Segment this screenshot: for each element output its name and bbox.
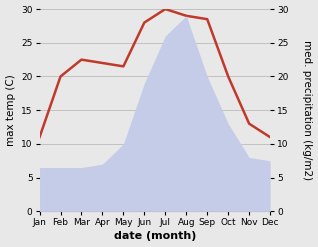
X-axis label: date (month): date (month): [114, 231, 196, 242]
Y-axis label: max temp (C): max temp (C): [5, 74, 16, 146]
Y-axis label: med. precipitation (kg/m2): med. precipitation (kg/m2): [302, 40, 313, 180]
